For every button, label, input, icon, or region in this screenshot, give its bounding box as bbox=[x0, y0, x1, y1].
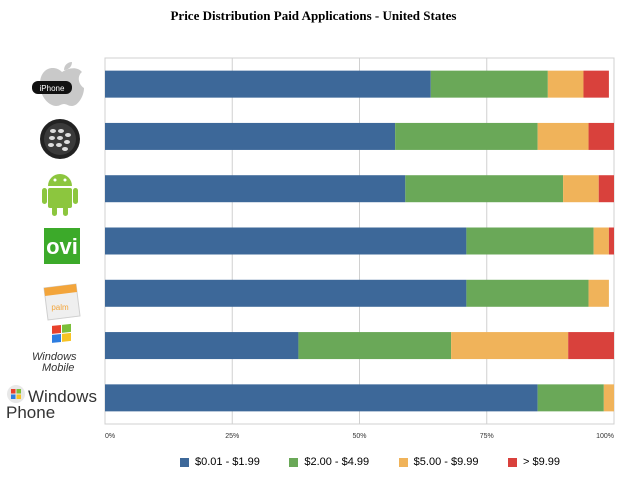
windows-mobile-line1: Windows bbox=[32, 351, 77, 363]
legend-label: $5.00 - $9.99 bbox=[413, 456, 479, 468]
windows-phone-logo: Windows Phone bbox=[6, 385, 97, 422]
bar-segment bbox=[105, 70, 431, 98]
bar-segment bbox=[466, 227, 594, 255]
legend-label: $2.00 - $4.99 bbox=[304, 456, 370, 468]
bar-segment bbox=[537, 384, 604, 412]
android-icon bbox=[42, 174, 78, 216]
bar-segment bbox=[537, 122, 589, 150]
chart-title: Price Distribution Paid Applications - U… bbox=[170, 8, 457, 23]
x-tick-label: 75% bbox=[480, 433, 494, 440]
legend-swatch bbox=[289, 457, 299, 467]
legend-item: $0.01 - $1.99 bbox=[180, 456, 260, 468]
bar-segment bbox=[105, 279, 467, 307]
legend-swatch bbox=[180, 457, 189, 467]
legend-swatch bbox=[507, 457, 517, 467]
iphone-badge bbox=[32, 81, 72, 94]
bar-segment bbox=[405, 175, 564, 203]
palm-label: palm bbox=[51, 303, 69, 312]
bar-segment bbox=[298, 332, 452, 360]
bar-segment bbox=[563, 175, 599, 203]
legend-label: > $9.99 bbox=[522, 456, 560, 468]
iphone-label: iPhone bbox=[40, 84, 65, 93]
bar-segment bbox=[547, 70, 584, 98]
windows-phone-line1: Windows bbox=[28, 387, 97, 406]
bar-segment bbox=[105, 175, 406, 203]
ovi-label: ovi bbox=[46, 234, 78, 259]
bar-segment bbox=[608, 227, 614, 255]
bar-segment bbox=[105, 332, 299, 360]
legend-label: $0.01 - $1.99 bbox=[195, 456, 260, 468]
ovi-logo-box bbox=[44, 228, 80, 264]
legend-item: $2.00 - $4.99 bbox=[289, 456, 369, 468]
bar-segment bbox=[395, 122, 538, 150]
chart-legend: $0.01 - $1.99 $2.00 - $4.99 $5.00 - $9.99 >… bbox=[180, 456, 560, 468]
bar-segment bbox=[105, 122, 396, 150]
palm-logo: palm bbox=[43, 283, 81, 321]
bar-segment bbox=[588, 122, 614, 150]
bar-segment bbox=[105, 227, 467, 255]
bar-segment bbox=[588, 279, 609, 307]
x-tick-label: 0% bbox=[105, 433, 115, 440]
x-tick-label: 100% bbox=[596, 433, 614, 440]
legend-item: > $9.99 bbox=[507, 456, 560, 468]
android-logo bbox=[42, 174, 78, 216]
bar-segment bbox=[593, 227, 609, 255]
bar-segment bbox=[105, 384, 538, 412]
x-tick-label: 25% bbox=[225, 433, 239, 440]
windows-phone-line2: Phone bbox=[6, 403, 55, 422]
legend-swatch bbox=[398, 457, 408, 467]
windows-flag-icon bbox=[7, 385, 25, 403]
ovi-logo: ovi bbox=[44, 228, 80, 264]
bar-segment bbox=[430, 70, 548, 98]
windows-flag-icon bbox=[52, 323, 71, 343]
x-tick-label: 50% bbox=[352, 433, 366, 440]
bar-segment bbox=[451, 332, 569, 360]
legend-item: $5.00 - $9.99 bbox=[398, 456, 479, 468]
windows-mobile-line2: Mobile bbox=[42, 362, 74, 374]
bar-segment bbox=[603, 384, 614, 412]
bar-segment bbox=[568, 332, 614, 360]
bar-segment bbox=[583, 70, 609, 98]
bar-segment bbox=[466, 279, 589, 307]
bar-segment bbox=[598, 175, 614, 203]
iphone-logo: iPhone bbox=[32, 62, 84, 106]
blackberry-logo bbox=[40, 119, 80, 159]
windows-mobile-logo: Windows Mobile bbox=[32, 323, 77, 374]
